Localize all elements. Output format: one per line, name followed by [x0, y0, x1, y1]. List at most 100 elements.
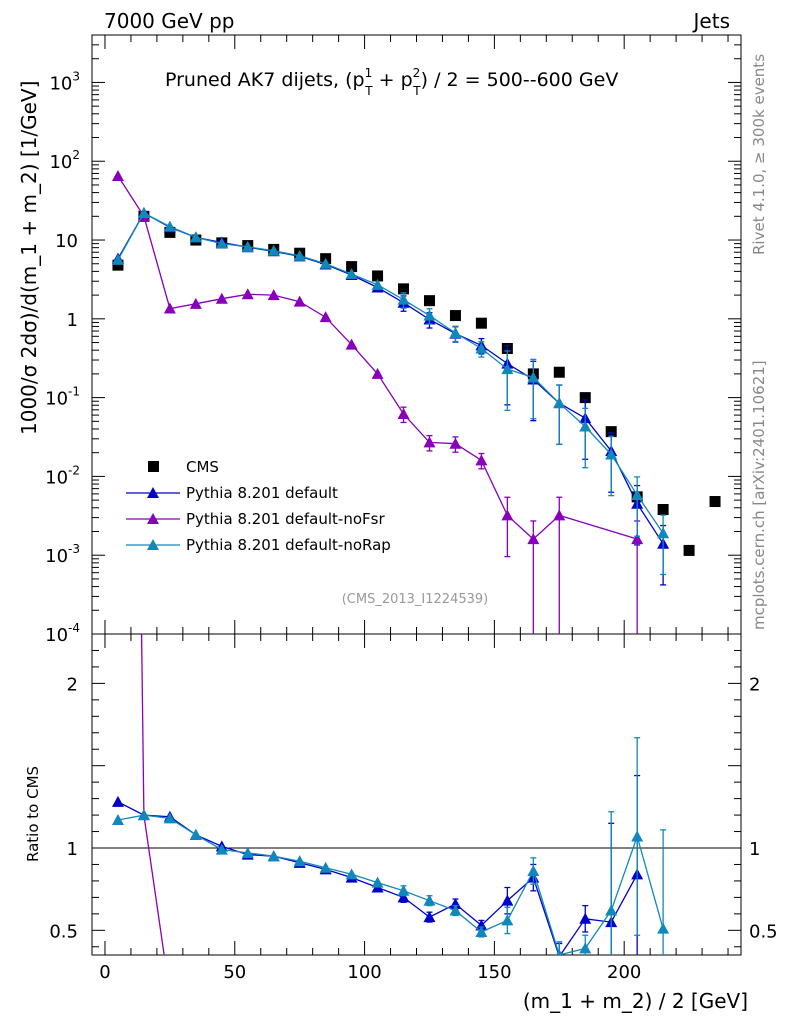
- cms-point: [657, 504, 669, 516]
- cms-point: [605, 426, 617, 438]
- pythia-8-201-default-norap-point: [605, 448, 618, 460]
- title-sup1: 1: [365, 66, 373, 80]
- ratio-y-axis-label: Ratio to CMS: [24, 766, 42, 862]
- main-y-axis-label: 1000/σ 2dσ)/d(m_1 + m_2) [1/GeV]: [17, 81, 41, 435]
- title-sub2: T: [412, 84, 421, 98]
- legend-marker-default: [147, 487, 159, 498]
- x-ticks: 0 50 100 150 200: [99, 35, 729, 983]
- x-tick-label: 100: [347, 962, 381, 983]
- legend-label-norap: Pythia 8.201 default-noRap: [186, 536, 391, 554]
- main-y-tick-label: 10: [55, 231, 78, 252]
- pythia-8-201-default-norap-point: [267, 244, 280, 256]
- pythia-8-201-default-norap-point: [215, 237, 228, 249]
- pythia-8-201-default-norap-ratio-point: [423, 894, 436, 906]
- pythia-8-201-default-nofsr-point: [475, 454, 488, 466]
- pythia-8-201-default-nofsr-point: [501, 509, 514, 521]
- pythia-8-201-default-norap-ratio-point: [215, 843, 228, 855]
- pythia-8-201-default-norap-ratio-line: [117, 814, 664, 955]
- header-right: Jets: [692, 9, 730, 33]
- pythia-8-201-default-norap-point: [345, 268, 358, 280]
- pythia-8-201-default-norap-point: [553, 397, 566, 409]
- x-tick-label: 0: [99, 962, 110, 983]
- main-y-tick-label: 10-1: [45, 385, 80, 410]
- pythia-8-201-default-nofsr-point: [553, 509, 566, 521]
- cms-point: [112, 259, 124, 271]
- pythia-8-201-default-ratio-point: [501, 894, 514, 906]
- cms-point: [709, 496, 721, 508]
- cms-point: [346, 261, 358, 273]
- pythia-8-201-default-norap-ratio-point: [527, 865, 540, 877]
- pythia-8-201-default-norap-ratio-point: [449, 904, 462, 916]
- cms-point: [423, 295, 435, 307]
- cms-point: [398, 283, 410, 295]
- pythia-8-201-default-norap-point: [527, 371, 540, 383]
- pythia-8-201-default-nofsr-point: [319, 311, 332, 323]
- pythia-8-201-default-norap-ratio-point: [137, 809, 150, 821]
- pythia-8-201-default-norap-ratio-point: [371, 876, 384, 888]
- pythia-8-201-default-norap-point: [371, 278, 384, 290]
- pythia-8-201-default-norap-ratio-point: [605, 904, 618, 916]
- pythia-8-201-default-nofsr-point: [631, 533, 644, 545]
- ratio-y-tick-label-right: 1: [749, 839, 760, 860]
- main-y-tick-label: 103: [49, 69, 80, 94]
- legend-marker-norap: [147, 539, 159, 550]
- pythia-8-201-default-norap-line: [117, 212, 664, 534]
- pythia-8-201-default-norap-ratio-point: [293, 855, 306, 867]
- main-plot-data: [111, 169, 721, 634]
- chart-title: Pruned AK7 dijets, (p1 T + p2 T) / 2 = 500…: [165, 66, 618, 98]
- side-label-bottom: mcplots.cern.ch [arXiv:2401.10621]: [750, 360, 768, 630]
- pythia-8-201-default-nofsr-point: [527, 533, 540, 545]
- main-y-tick-label: 10-3: [45, 542, 80, 567]
- title-pre: Pruned AK7 dijets, (p: [165, 69, 365, 91]
- pythia-8-201-default-ratio-point: [423, 911, 436, 923]
- pythia-8-201-default-norap-ratio-point: [163, 812, 176, 824]
- pythia-8-201-default-norap-point: [163, 220, 176, 232]
- pythia-8-201-default-norap-ratio-point: [556, 949, 563, 955]
- title-sup2: 2: [413, 66, 421, 80]
- pythia-8-201-default-ratio-point: [111, 795, 124, 807]
- pythia-8-201-default-norap-point: [397, 293, 410, 305]
- pythia-8-201-default-nofsr-point: [111, 169, 124, 181]
- ratio-plot-data: [111, 634, 670, 955]
- legend-marker-nofsr: [147, 513, 159, 524]
- ratio-y-tick-label-right: 2: [749, 674, 760, 695]
- pythia-8-201-default-norap-point: [137, 207, 150, 219]
- pythia-8-201-default-norap-point: [579, 420, 592, 432]
- side-label-top: Rivet 4.1.0, ≥ 300k events: [750, 54, 768, 255]
- main-y-tick-label: 10-4: [45, 621, 80, 646]
- pythia-8-201-default-norap-point: [189, 231, 202, 243]
- pythia-8-201-default-norap-point: [475, 342, 488, 354]
- pythia-8-201-default-norap-ratio-point: [657, 922, 670, 934]
- pythia-8-201-default-norap-ratio-point: [189, 828, 202, 840]
- title-mid: + p: [373, 69, 413, 91]
- main-y-tick-label: 102: [49, 148, 80, 173]
- cms-point: [553, 366, 565, 378]
- main-y-tick-label: 1: [67, 310, 78, 331]
- ratio-y-tick-label-right: 0.5: [749, 921, 778, 942]
- main-y-ticks: 10-4 10-3 10-2 10-1 1 10 102 103: [45, 34, 741, 646]
- ratio-y-tick-label: 1: [67, 839, 78, 860]
- pythia-8-201-default-norap-ratio-point: [241, 846, 254, 858]
- pythia-8-201-default-nofsr-point: [215, 292, 228, 304]
- pythia-8-201-default-norap-point: [293, 249, 306, 261]
- pythia-8-201-default-norap-point: [423, 309, 436, 321]
- watermark: (CMS_2013_I1224539): [342, 592, 489, 607]
- ratio-y-tick-label: 2: [67, 674, 78, 695]
- pythia-8-201-default-nofsr-point: [293, 295, 306, 307]
- pythia-8-201-default-nofsr-point: [345, 338, 358, 350]
- pythia-8-201-default-norap-ratio-point: [475, 925, 488, 937]
- pythia-8-201-default-norap-ratio-point: [345, 868, 358, 880]
- pythia-8-201-default-norap-point: [657, 527, 670, 539]
- pythia-8-201-default-nofsr-point: [267, 289, 280, 301]
- cms-point: [475, 317, 487, 329]
- pythia-8-201-default-norap-point: [111, 253, 124, 265]
- pythia-8-201-default-nofsr-point: [371, 367, 384, 379]
- cms-point: [579, 392, 591, 404]
- pythia-8-201-default-norap-ratio-point: [631, 830, 644, 842]
- pythia-8-201-default-norap-ratio-point: [397, 884, 410, 896]
- legend-label-cms: CMS: [186, 458, 219, 476]
- cms-point: [372, 270, 384, 282]
- pythia-8-201-default-norap-point: [241, 240, 254, 252]
- pythia-8-201-default-nofsr-point: [397, 407, 410, 419]
